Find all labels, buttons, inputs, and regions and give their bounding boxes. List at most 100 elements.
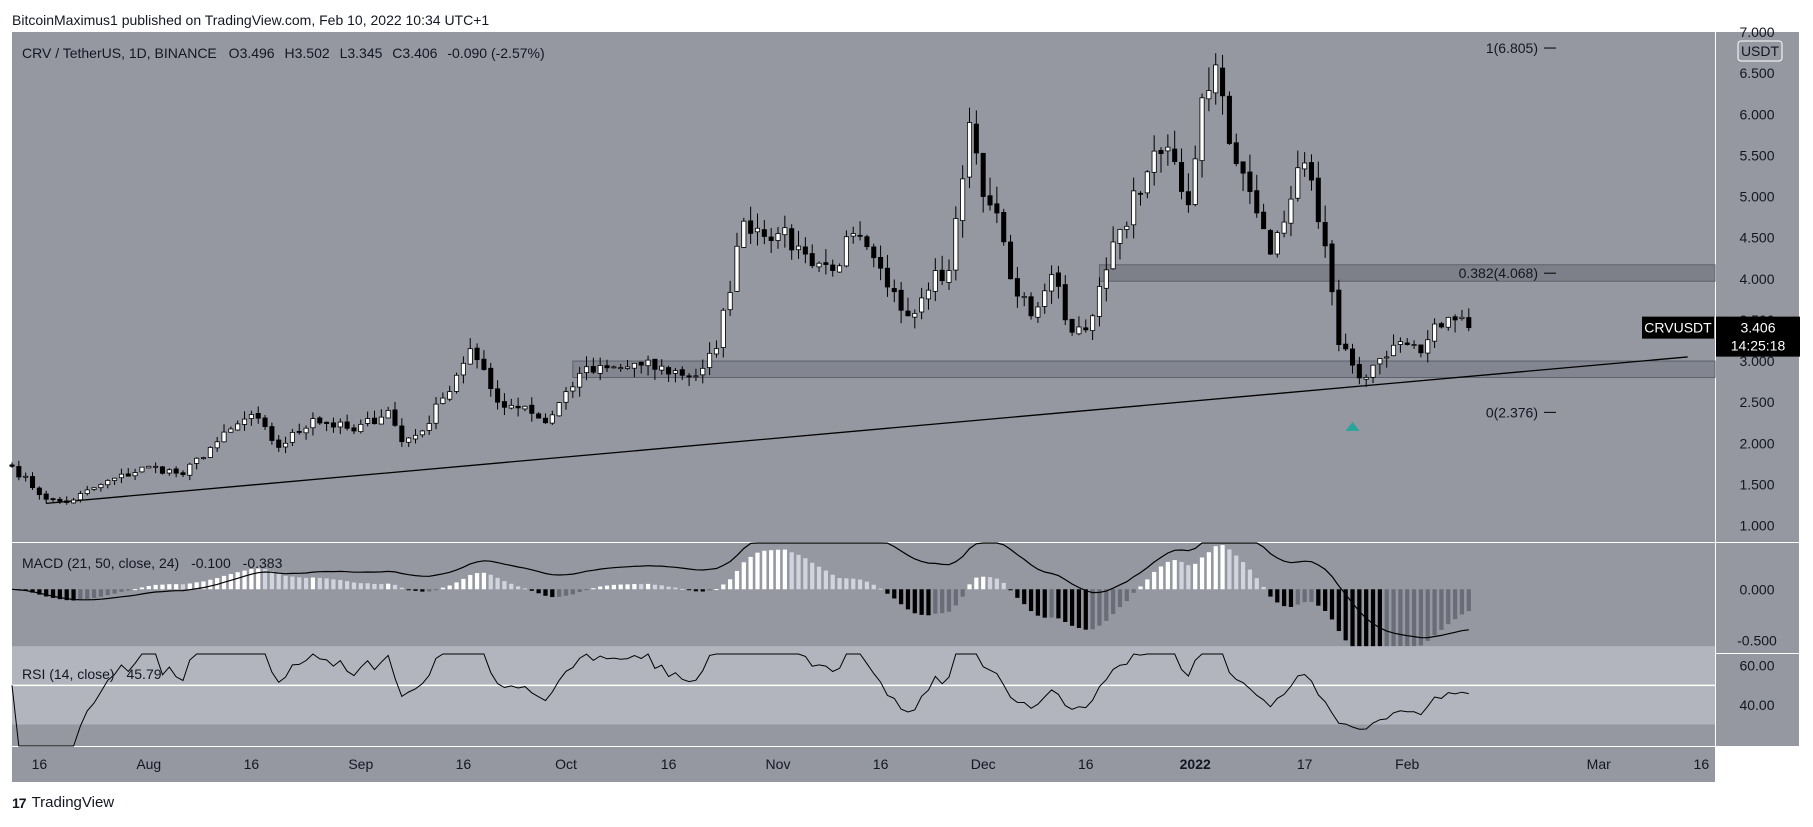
candle-body (57, 498, 63, 502)
candle-body (344, 421, 350, 429)
macd-histogram-bar (1056, 589, 1061, 619)
macd-histogram-bar (1063, 589, 1068, 622)
macd-signal-value: -0.383 (243, 555, 283, 571)
candle-body (1069, 318, 1075, 333)
candle-body (84, 489, 90, 494)
candle-body (700, 367, 706, 376)
currency-badge-text: USDT (1741, 43, 1780, 59)
candle-body (1322, 221, 1328, 247)
candle-body (802, 246, 808, 255)
macd-histogram-bar (1131, 589, 1136, 593)
footer: 17 TradingView (12, 794, 114, 811)
candle-body (638, 361, 644, 366)
candle-body (276, 439, 282, 448)
price-tick-label: 6.500 (1739, 65, 1774, 81)
candle-body (830, 264, 836, 271)
macd-histogram-bar (345, 581, 350, 590)
candle-body (987, 195, 993, 206)
macd-histogram-bar (454, 582, 459, 590)
candle-body (912, 312, 918, 318)
macd-histogram-bar (406, 589, 411, 591)
macd-histogram-bar (160, 584, 165, 590)
macd-histogram-bar (857, 579, 863, 590)
macd-histogram-bar (126, 589, 131, 591)
candle-body (1302, 162, 1308, 170)
candle-body (727, 292, 733, 311)
arrow-layer (1345, 421, 1360, 431)
macd-histogram-bar (570, 589, 575, 595)
macd-histogram-bar (310, 577, 316, 590)
candle-body (577, 372, 583, 388)
candle-body (173, 468, 179, 474)
macd-histogram-bar (933, 589, 938, 614)
candle-body (1438, 323, 1444, 328)
candle-body (1042, 290, 1048, 307)
macd-histogram-bar (782, 549, 787, 590)
candle-body (1049, 274, 1055, 292)
macd-histogram-bar (960, 589, 965, 597)
macd-histogram-bar (1104, 589, 1109, 621)
candle-body (1117, 229, 1123, 244)
candle-body (1247, 171, 1253, 192)
candle-body (1151, 150, 1157, 173)
macd-line (11, 542, 1469, 639)
candle-body (734, 245, 740, 292)
candle-body (1124, 225, 1130, 230)
candle-body (324, 421, 330, 424)
candle-body (474, 347, 480, 361)
macd-histogram-bar (324, 578, 329, 590)
candle-body (789, 228, 795, 251)
chart-figure[interactable]: 1(6.805) 0.382(4.068) 0(2.376) 7.000 6.500 6… (0, 0, 1813, 790)
candle-body (891, 288, 897, 293)
candle-body (570, 386, 576, 392)
candle-body (296, 431, 302, 433)
candle-body (371, 417, 378, 425)
support-zone (572, 360, 1716, 378)
rsi-layer: 60.00 40.00 (11, 646, 1775, 747)
candle-body (1185, 191, 1191, 206)
candle-body (399, 425, 405, 443)
candle-body (1083, 327, 1089, 331)
macd-histogram-bar (1069, 589, 1075, 626)
macd-histogram-bar (1049, 589, 1054, 618)
candle-body (440, 397, 446, 404)
candle-body (864, 236, 870, 248)
macd-histogram-bar (488, 574, 493, 590)
candle-body (1090, 315, 1096, 331)
currency-badge[interactable]: USDT (1737, 40, 1783, 62)
change-value: -0.090 (-2.57%) (447, 45, 544, 61)
candle-body (488, 367, 494, 389)
candle-body (1267, 230, 1273, 255)
candle-body (112, 477, 118, 481)
candle-body (1062, 284, 1068, 321)
candle-body (597, 365, 603, 374)
tradingview-logo-icon: 17 (12, 794, 27, 811)
price-axis-bg[interactable] (1715, 32, 1799, 746)
candle-body (433, 403, 439, 424)
macd-histogram-bar (78, 589, 83, 601)
time-axis-bg[interactable] (12, 747, 1715, 782)
macd-histogram-bar (331, 579, 336, 590)
rsi-title: RSI (14, close) (22, 666, 115, 682)
candle-body (1295, 167, 1301, 199)
macd-histogram-bar (796, 554, 801, 590)
candle-body (187, 463, 193, 476)
macd-histogram-bar (563, 589, 569, 596)
candle-body (1370, 364, 1376, 378)
candle-body (289, 432, 295, 443)
macd-histogram-bar (1124, 589, 1129, 602)
macd-histogram-bar (85, 589, 90, 600)
macd-histogram-bar (1370, 589, 1376, 653)
macd-histogram-bar (283, 575, 288, 590)
macd-histogram-bar (303, 577, 309, 590)
price-tick-label: 2.500 (1739, 394, 1774, 410)
candle-body (939, 269, 945, 282)
macd-histogram-bar (365, 583, 370, 590)
price-tick-label: 1.500 (1739, 476, 1774, 492)
main-pane-bg (12, 32, 1715, 542)
candle-body (686, 375, 692, 378)
macd-histogram-bar (447, 585, 452, 590)
candle-body (481, 358, 487, 370)
macd-histogram-bar (1323, 589, 1328, 611)
macd-histogram-bar (762, 550, 767, 590)
